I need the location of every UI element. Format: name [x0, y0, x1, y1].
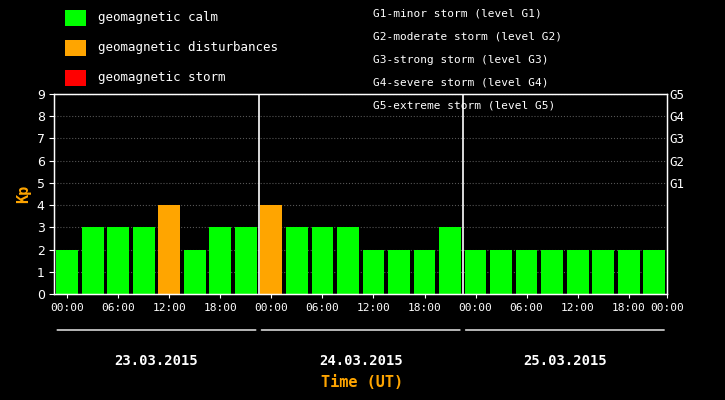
Bar — [515, 250, 537, 294]
Bar — [643, 250, 665, 294]
Bar — [82, 227, 104, 294]
Text: geomagnetic calm: geomagnetic calm — [98, 12, 218, 24]
Text: G1-minor storm (level G1): G1-minor storm (level G1) — [373, 9, 542, 19]
Y-axis label: Kp: Kp — [16, 185, 31, 203]
Text: Time (UT): Time (UT) — [321, 375, 404, 390]
Bar — [618, 250, 639, 294]
Bar — [107, 227, 129, 294]
Bar — [414, 250, 435, 294]
Bar — [567, 250, 589, 294]
Text: G2-moderate storm (level G2): G2-moderate storm (level G2) — [373, 32, 563, 42]
Text: 23.03.2015: 23.03.2015 — [115, 354, 199, 368]
Bar — [439, 227, 461, 294]
Bar — [260, 205, 282, 294]
Bar — [184, 250, 206, 294]
Text: geomagnetic disturbances: geomagnetic disturbances — [98, 42, 278, 54]
Text: 25.03.2015: 25.03.2015 — [523, 354, 607, 368]
Bar — [286, 227, 307, 294]
Bar — [158, 205, 180, 294]
Bar — [210, 227, 231, 294]
Text: G4-severe storm (level G4): G4-severe storm (level G4) — [373, 78, 549, 88]
Text: geomagnetic storm: geomagnetic storm — [98, 72, 225, 84]
Bar — [388, 250, 410, 294]
Bar — [362, 250, 384, 294]
Bar — [312, 227, 334, 294]
Bar — [133, 227, 154, 294]
Text: G5-extreme storm (level G5): G5-extreme storm (level G5) — [373, 100, 555, 110]
Bar — [490, 250, 512, 294]
Bar — [542, 250, 563, 294]
Bar — [592, 250, 614, 294]
Bar — [235, 227, 257, 294]
Bar — [57, 250, 78, 294]
Text: G3-strong storm (level G3): G3-strong storm (level G3) — [373, 55, 549, 65]
Text: 24.03.2015: 24.03.2015 — [319, 354, 402, 368]
Bar — [337, 227, 359, 294]
Bar — [465, 250, 486, 294]
